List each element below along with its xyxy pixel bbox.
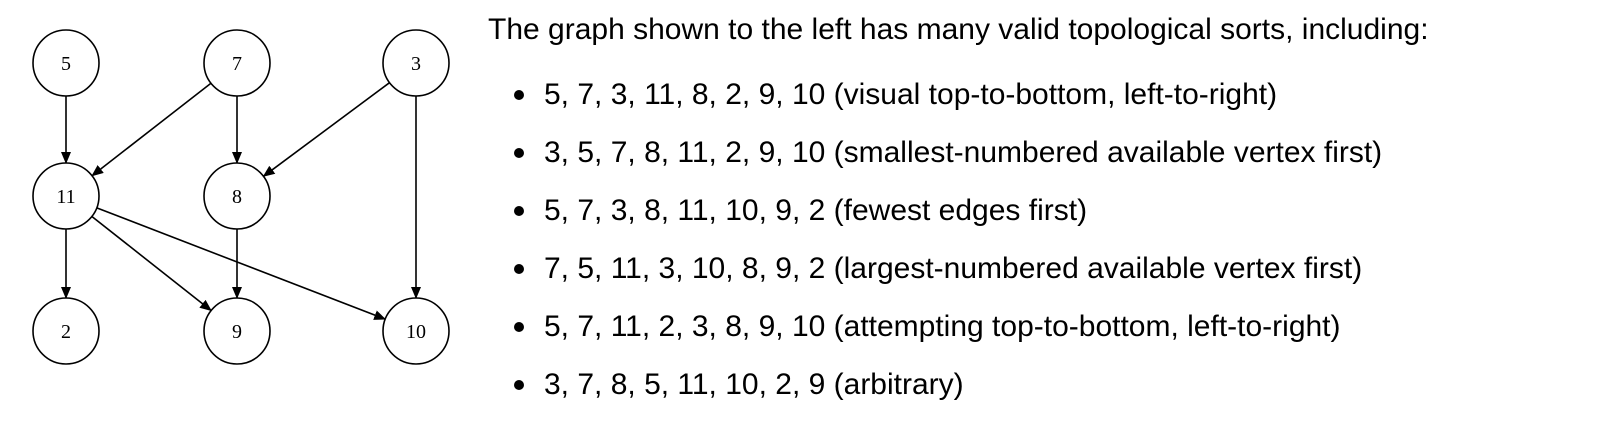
- node-label: 9: [232, 321, 242, 343]
- text-panel: The graph shown to the left has many val…: [488, 8, 1598, 414]
- sort-item: 7, 5, 11, 3, 10, 8, 9, 2 (largest-number…: [488, 240, 1598, 298]
- sort-item: 5, 7, 3, 11, 8, 2, 9, 10 (visual top-to-…: [488, 66, 1598, 124]
- edge-11-to-10: [96, 207, 387, 320]
- sort-item: 3, 5, 7, 8, 11, 2, 9, 10 (smallest-numbe…: [488, 124, 1598, 182]
- sort-text: 7, 5, 11, 3, 10, 8, 9, 2 (largest-number…: [544, 252, 1363, 285]
- node-label: 2: [61, 321, 71, 343]
- sort-text: 5, 7, 3, 8, 11, 10, 9, 2 (fewest edges f…: [544, 194, 1088, 227]
- dag-diagram: 5 7 3 11 8 2 9 10: [0, 0, 480, 437]
- sort-text: 5, 7, 11, 2, 3, 8, 9, 10 (attempting top…: [544, 310, 1341, 343]
- sort-text: 3, 7, 8, 5, 11, 10, 2, 9 (arbitrary): [544, 368, 964, 401]
- node-circle: [203, 162, 271, 230]
- bullet-icon: [514, 90, 524, 100]
- node-3: 3: [382, 29, 450, 97]
- edge-7-to-11: [91, 82, 212, 177]
- sort-text: 5, 7, 3, 11, 8, 2, 9, 10 (visual top-to-…: [544, 78, 1278, 111]
- node-circle: [382, 29, 450, 97]
- sort-item: 3, 7, 8, 5, 11, 10, 2, 9 (arbitrary): [488, 356, 1598, 414]
- node-label: 5: [61, 53, 71, 75]
- topological-sort-list: 5, 7, 3, 11, 8, 2, 9, 10 (visual top-to-…: [488, 66, 1598, 414]
- nodes-layer: 5 7 3 11 8 2 9 10: [32, 29, 450, 365]
- node-circle: [203, 297, 271, 365]
- node-label: 11: [56, 186, 75, 208]
- node-11: 11: [32, 162, 100, 230]
- node-8: 8: [203, 162, 271, 230]
- sort-item: 5, 7, 11, 2, 3, 8, 9, 10 (attempting top…: [488, 298, 1598, 356]
- edge-11-to-9: [91, 215, 212, 312]
- node-5: 5: [32, 29, 100, 97]
- node-circle: [382, 297, 450, 365]
- intro-text: The graph shown to the left has many val…: [488, 13, 1429, 46]
- node-label: 10: [406, 321, 426, 343]
- edge-3-to-8: [262, 82, 390, 177]
- bullet-icon: [514, 322, 524, 332]
- node-label: 7: [232, 53, 242, 75]
- edges-layer: [61, 82, 421, 320]
- node-circle: [203, 29, 271, 97]
- bullet-icon: [514, 148, 524, 158]
- node-9: 9: [203, 297, 271, 365]
- node-label: 8: [232, 186, 242, 208]
- dag-graph: 5 7 3 11 8 2 9 10: [32, 29, 450, 365]
- node-7: 7: [203, 29, 271, 97]
- node-circle: [32, 297, 100, 365]
- bullet-icon: [514, 206, 524, 216]
- node-label: 3: [411, 53, 421, 75]
- node-circle: [32, 29, 100, 97]
- node-circle: [32, 162, 100, 230]
- sort-text: 3, 5, 7, 8, 11, 2, 9, 10 (smallest-numbe…: [544, 136, 1383, 169]
- sort-item: 5, 7, 3, 8, 11, 10, 9, 2 (fewest edges f…: [488, 182, 1598, 240]
- node-10: 10: [382, 297, 450, 365]
- node-2: 2: [32, 297, 100, 365]
- bullet-icon: [514, 380, 524, 390]
- bullet-icon: [514, 264, 524, 274]
